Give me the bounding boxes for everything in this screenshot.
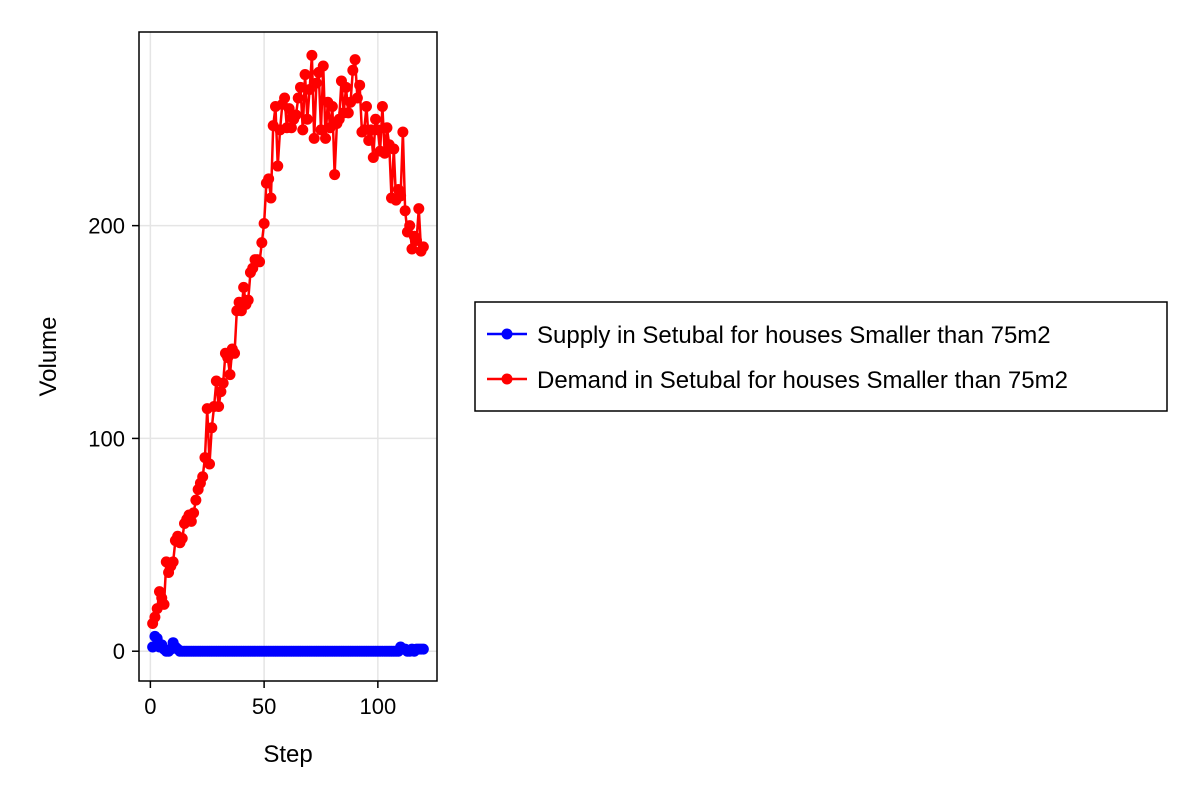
axes-frame [138, 31, 438, 682]
data-point [340, 81, 352, 93]
data-point [176, 532, 188, 544]
legend-swatch-marker [501, 373, 513, 385]
x-tick-label: 50 [252, 694, 276, 719]
data-point [190, 494, 202, 506]
data-point [295, 81, 307, 93]
data-point [388, 143, 400, 155]
data-point [204, 458, 216, 470]
legend-swatch-marker [501, 328, 513, 340]
legend: Supply in Setubal for houses Smaller tha… [474, 301, 1168, 412]
data-point [258, 218, 270, 230]
data-point [292, 92, 304, 104]
data-point [399, 205, 411, 217]
y-tick-label: 100 [88, 426, 125, 451]
data-point [310, 77, 322, 89]
data-point [185, 515, 197, 527]
data-point [329, 169, 341, 181]
data-point [299, 69, 311, 81]
data-point [265, 192, 277, 204]
data-point [297, 124, 309, 136]
x-tick-label: 0 [144, 694, 156, 719]
data-point [290, 109, 302, 121]
data-point [376, 100, 388, 112]
data-point [213, 401, 225, 413]
y-tick-label: 200 [88, 214, 125, 239]
data-point [326, 100, 338, 112]
data-point [317, 60, 329, 72]
plot-area [139, 32, 437, 681]
data-point [197, 471, 209, 483]
data-point [342, 107, 354, 119]
data-point [238, 281, 250, 293]
data-point [272, 160, 284, 172]
data-point [372, 124, 384, 136]
legend-item-1: Demand in Setubal for houses Smaller tha… [487, 367, 1068, 394]
legend-item-0: Supply in Setubal for houses Smaller tha… [487, 322, 1051, 349]
data-point [320, 132, 332, 144]
data-point [370, 113, 382, 125]
data-point [417, 643, 429, 655]
data-point [360, 100, 372, 112]
y-axis-label: Volume [35, 316, 62, 396]
data-point [167, 556, 179, 568]
data-point [206, 422, 218, 434]
legend-box [474, 301, 1168, 412]
legend-label: Supply in Setubal for houses Smaller tha… [537, 322, 1051, 349]
data-point [308, 132, 320, 144]
data-point [413, 203, 425, 215]
data-point [417, 241, 429, 253]
data-point [188, 507, 200, 519]
data-point [217, 377, 229, 389]
data-point [254, 256, 266, 268]
data-point [279, 92, 291, 104]
data-point [379, 147, 391, 159]
data-point [158, 598, 170, 610]
data-point [363, 135, 375, 147]
data-point [285, 122, 297, 134]
data-point [149, 611, 161, 623]
data-point [397, 126, 409, 138]
data-point [404, 220, 416, 232]
data-point [229, 347, 241, 359]
data-point [351, 92, 363, 104]
data-point [354, 79, 366, 91]
data-point [406, 243, 418, 255]
y-tick-label: 0 [113, 639, 125, 664]
data-point [256, 237, 268, 249]
data-point [395, 190, 407, 202]
x-axis-label: Step [263, 741, 312, 768]
data-point [242, 294, 254, 306]
axes: 0 50 100 0 100 200 [88, 31, 438, 719]
data-point [263, 173, 275, 185]
data-point [347, 64, 359, 76]
data-point [306, 49, 318, 61]
legend-label: Demand in Setubal for houses Smaller tha… [537, 367, 1068, 394]
data-point [381, 122, 393, 134]
data-point [215, 386, 227, 398]
x-tick-label: 100 [359, 694, 396, 719]
data-point [301, 113, 313, 125]
data-point [224, 369, 236, 381]
series-1 [147, 49, 429, 630]
series-0 [147, 630, 429, 657]
data-point [315, 124, 327, 136]
data-point [349, 54, 361, 66]
